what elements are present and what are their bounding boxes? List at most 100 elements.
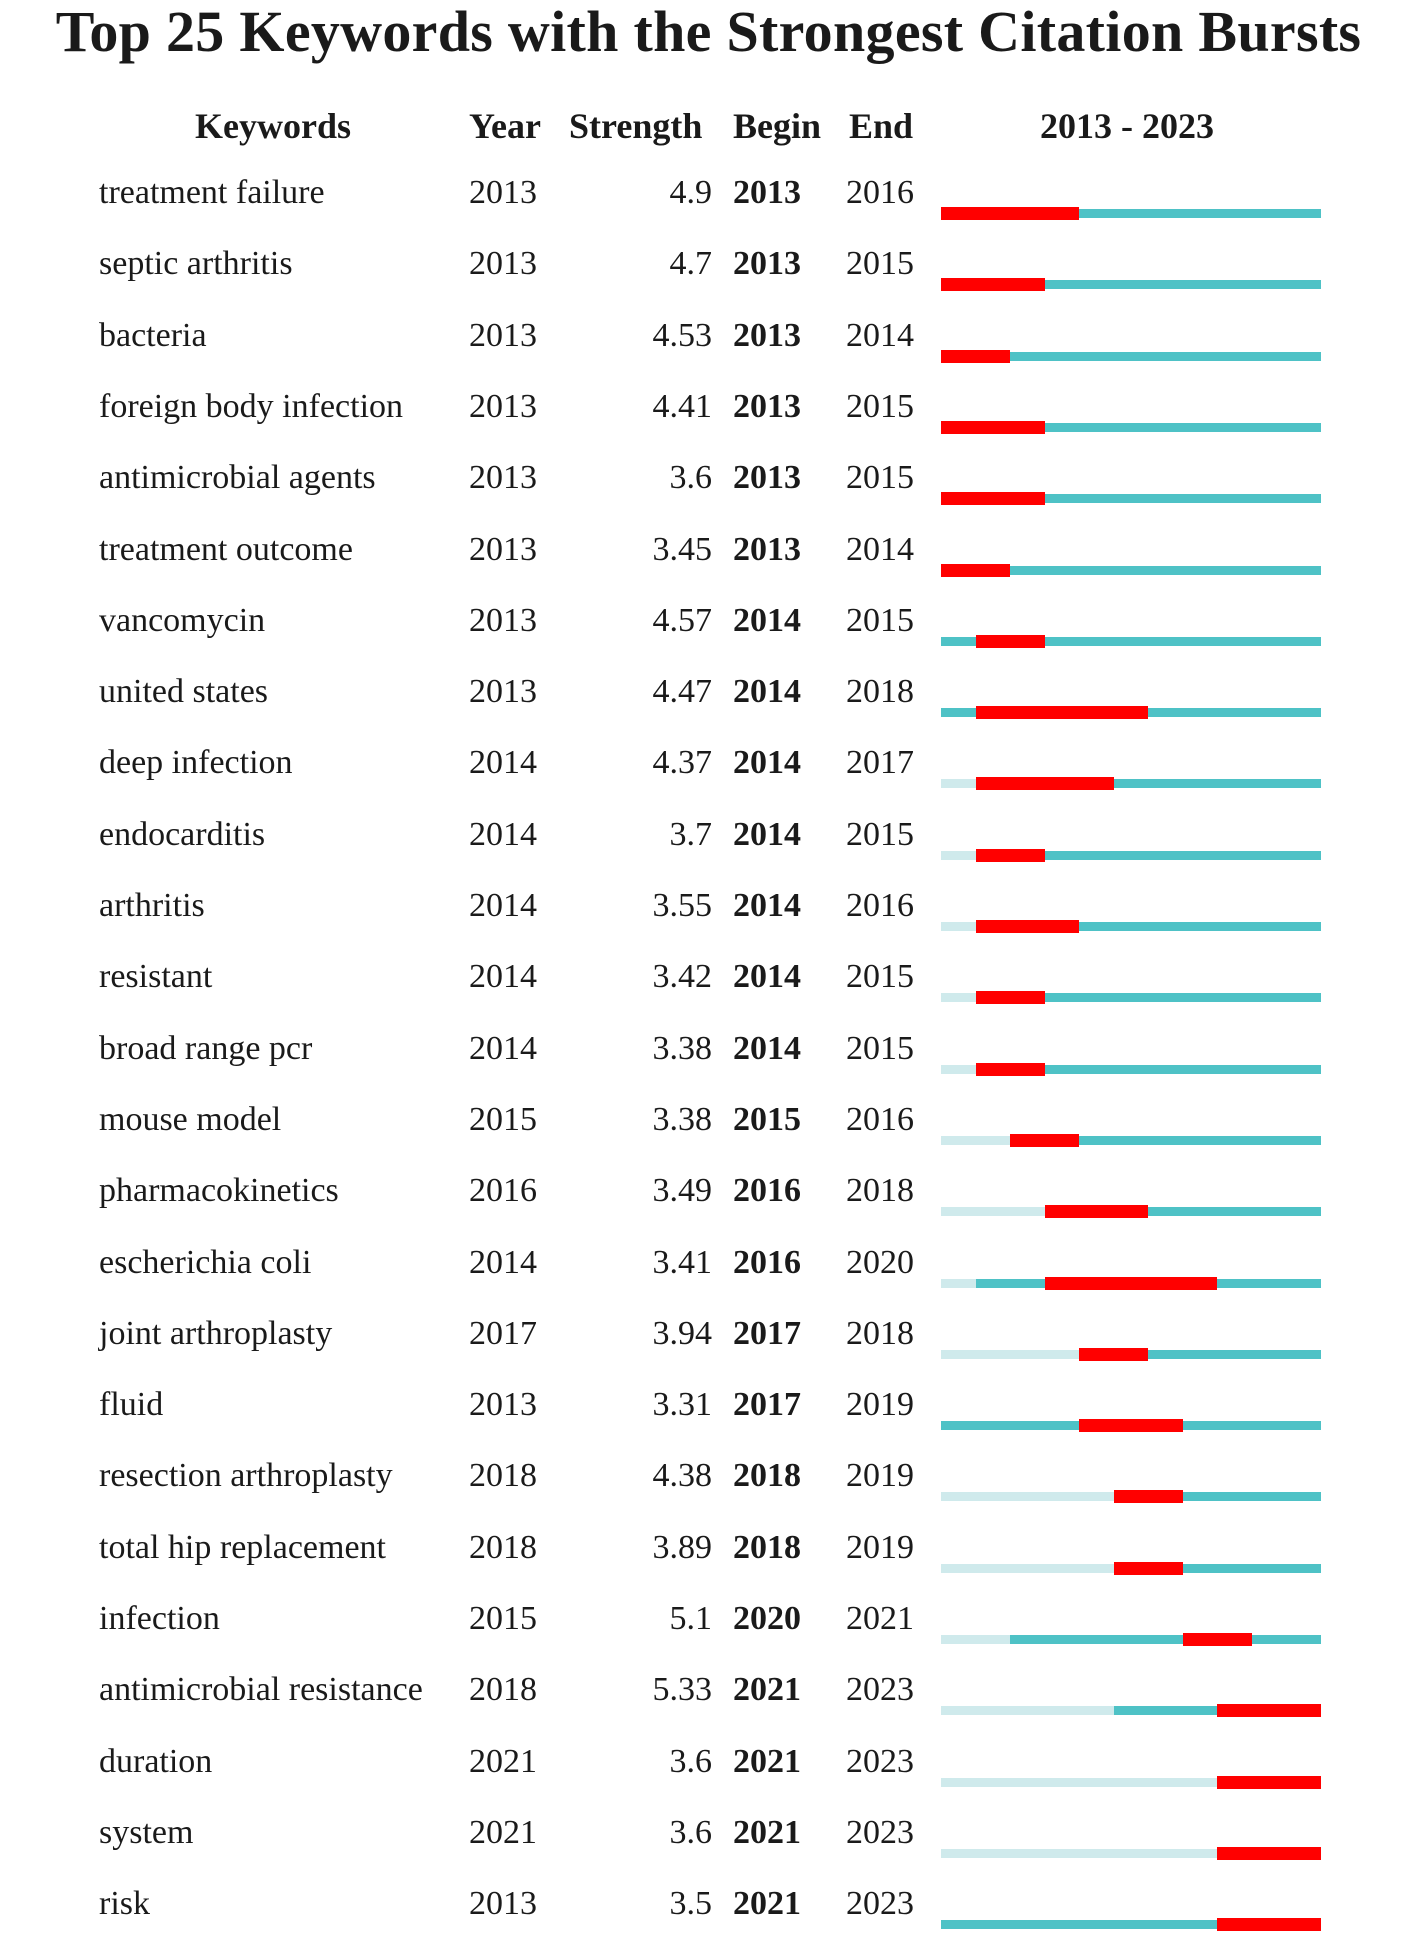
burst-timeline <box>941 1419 1321 1433</box>
end-cell: 2016 <box>846 887 914 924</box>
table-row: risk 2013 3.5 2021 2023 <box>0 1877 1417 1948</box>
keyword-cell: joint arthroplasty <box>99 1314 333 1352</box>
end-cell: 2015 <box>846 459 914 497</box>
burst-segment <box>1217 1775 1321 1789</box>
table-row: fluid 2013 3.31 2017 2019 <box>0 1378 1417 1449</box>
table-row: joint arthroplasty 2017 3.94 2017 2018 <box>0 1307 1417 1378</box>
begin-cell: 2018 <box>733 1457 801 1495</box>
keyword-cell: antimicrobial agents <box>99 459 376 497</box>
burst-segment <box>1217 1918 1321 1932</box>
timeline-active-segment <box>1010 351 1321 361</box>
year-cell: 2013 <box>469 316 537 354</box>
timeline-active-segment <box>1113 779 1321 789</box>
strength-cell: 3.7 <box>669 815 713 853</box>
burst-timeline <box>941 207 1321 220</box>
burst-segment <box>975 634 1045 648</box>
table-row: duration 2021 3.6 2021 2023 <box>0 1735 1417 1806</box>
begin-cell: 2014 <box>733 815 801 853</box>
keyword-cell: total hip replacement <box>99 1528 386 1566</box>
strength-cell: 4.47 <box>652 673 713 711</box>
table-row: antimicrobial resistance 2018 5.33 2021 2023 <box>0 1663 1417 1734</box>
strength-cell: 3.31 <box>652 1386 713 1424</box>
begin-cell: 2014 <box>733 1029 801 1067</box>
chart-title: Top 25 Keywords with the Strongest Citat… <box>55 0 1362 64</box>
begin-cell: 2013 <box>733 459 801 497</box>
table-row: system 2021 3.6 2021 2023 <box>0 1806 1417 1877</box>
header-end: End <box>849 106 914 146</box>
keyword-cell: escherichia coli <box>99 1243 312 1281</box>
timeline-active-segment <box>975 1278 1045 1288</box>
end-cell: 2015 <box>846 245 914 283</box>
year-cell: 2013 <box>469 387 537 425</box>
keyword-cell: resistant <box>99 958 213 996</box>
burst-segment <box>1113 1490 1183 1504</box>
end-cell: 2014 <box>846 530 914 568</box>
strength-cell: 4.9 <box>669 174 713 211</box>
burst-segment <box>941 278 1045 292</box>
burst-timeline <box>941 349 1321 363</box>
keyword-cell: vancomycin <box>99 601 266 639</box>
burst-segment <box>1044 1276 1218 1290</box>
burst-timeline <box>941 1205 1321 1219</box>
strength-cell: 3.89 <box>652 1528 713 1566</box>
timeline-inactive-segment <box>941 1635 1011 1644</box>
header-timeline-range: 2013 - 2023 <box>1040 106 1214 146</box>
timeline-active-segment <box>1044 993 1321 1003</box>
end-cell: 2015 <box>846 601 914 639</box>
timeline-inactive-segment <box>941 1492 1114 1502</box>
burst-timeline <box>941 634 1321 648</box>
year-cell: 2013 <box>469 530 537 568</box>
strength-cell: 3.94 <box>652 1314 713 1352</box>
keyword-cell: treatment outcome <box>99 530 353 568</box>
keyword-cell: risk <box>99 1885 150 1923</box>
year-cell: 2013 <box>469 174 537 211</box>
timeline-active-segment <box>1182 1421 1321 1431</box>
keyword-cell: treatment failure <box>99 174 325 211</box>
timeline-inactive-segment <box>941 1064 976 1074</box>
year-cell: 2014 <box>469 815 537 853</box>
end-cell: 2015 <box>846 387 914 425</box>
end-cell: 2020 <box>846 1243 914 1281</box>
timeline-active-segment <box>941 1421 1080 1431</box>
table-row: escherichia coli 2014 3.41 2016 2020 <box>0 1236 1417 1307</box>
burst-timeline <box>941 278 1321 292</box>
year-cell: 2016 <box>469 1172 537 1210</box>
begin-cell: 2014 <box>733 744 801 782</box>
burst-segment <box>941 349 1011 363</box>
table-row: septic arthritis 2013 4.7 2013 2015 <box>0 237 1417 308</box>
begin-cell: 2018 <box>733 1528 801 1566</box>
timeline-inactive-segment <box>941 1278 976 1288</box>
year-cell: 2013 <box>469 601 537 639</box>
header-year: Year <box>469 106 541 146</box>
strength-cell: 3.6 <box>669 459 713 497</box>
table-row: mouse model 2015 3.38 2015 2016 <box>0 1093 1417 1164</box>
begin-cell: 2015 <box>733 1100 801 1138</box>
strength-cell: 3.49 <box>652 1172 713 1210</box>
burst-segment <box>941 420 1045 434</box>
strength-cell: 3.45 <box>652 530 713 568</box>
end-cell: 2018 <box>846 673 914 711</box>
begin-cell: 2013 <box>733 316 801 354</box>
strength-cell: 5.1 <box>669 1600 713 1637</box>
burst-timeline <box>941 777 1321 791</box>
end-cell: 2023 <box>846 1671 914 1709</box>
year-cell: 2017 <box>469 1314 537 1352</box>
year-cell: 2015 <box>469 1100 537 1138</box>
burst-segment <box>941 207 1080 220</box>
table-row: pharmacokinetics 2016 3.49 2016 2018 <box>0 1164 1417 1235</box>
year-cell: 2018 <box>469 1671 537 1709</box>
timeline-inactive-segment <box>941 1563 1114 1573</box>
timeline-active-segment <box>1182 1563 1321 1573</box>
burst-segment <box>1079 1419 1183 1433</box>
timeline-inactive-segment <box>941 1207 1045 1217</box>
table-row: bacteria 2013 4.53 2013 2014 <box>0 309 1417 380</box>
end-cell: 2019 <box>846 1528 914 1566</box>
burst-timeline <box>941 1918 1321 1932</box>
year-cell: 2013 <box>469 459 537 497</box>
end-cell: 2019 <box>846 1457 914 1495</box>
timeline-inactive-segment <box>941 850 976 860</box>
strength-cell: 3.38 <box>652 1100 713 1138</box>
end-cell: 2023 <box>846 1885 914 1923</box>
burst-timeline <box>941 1846 1321 1860</box>
keyword-cell: system <box>99 1813 194 1851</box>
